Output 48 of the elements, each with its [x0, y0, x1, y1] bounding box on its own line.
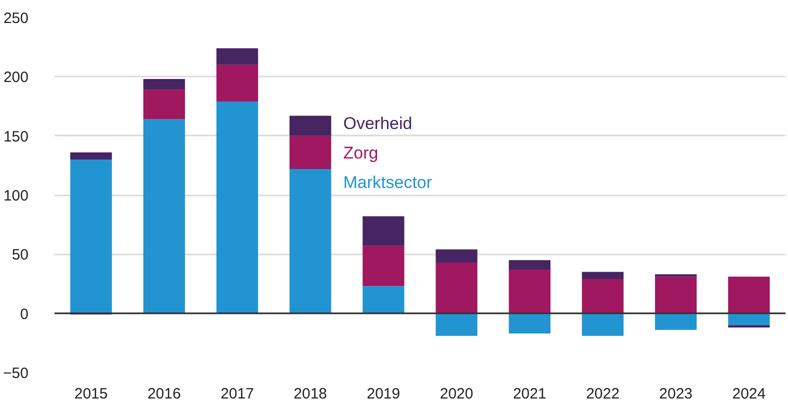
bar: [216, 48, 258, 65]
bar: [728, 313, 770, 326]
bar: [582, 279, 624, 314]
y-tick-label: 250: [3, 10, 29, 27]
x-tick-label: 2024: [732, 386, 766, 401]
bar: [508, 270, 550, 314]
x-tick-label: 2016: [147, 386, 181, 401]
bar: [290, 168, 332, 314]
bar: [582, 313, 624, 336]
x-tick-label: 2023: [659, 386, 693, 401]
y-tick-label: 150: [3, 128, 29, 146]
bar: [436, 249, 478, 262]
series-label: Overheid: [343, 114, 412, 134]
bar: [290, 116, 332, 136]
y-tick-label: −50: [3, 365, 29, 382]
y-tick-label: 200: [3, 69, 29, 86]
bar: [728, 325, 770, 328]
y-tick-label: 50: [12, 246, 29, 264]
bar: [362, 216, 404, 246]
bar: [436, 313, 478, 336]
bar: [508, 260, 550, 270]
bar: [70, 160, 112, 314]
bar: [655, 313, 697, 330]
bar: [216, 64, 258, 102]
x-tick-label: 2015: [74, 386, 108, 401]
bar: [70, 152, 112, 160]
x-tick-label: 2018: [294, 386, 328, 401]
y-tick-label: 0: [20, 306, 28, 323]
x-tick-label: 2020: [440, 386, 474, 401]
bar: [143, 79, 185, 90]
bar: [728, 276, 770, 314]
bar: [362, 246, 404, 286]
series-label: Zorg: [343, 144, 378, 163]
series-label: Marktsector: [343, 173, 432, 192]
bar: [362, 286, 404, 314]
bar: [290, 136, 332, 169]
x-tick-label: 2017: [220, 386, 254, 401]
x-tick-label: 2022: [586, 386, 620, 401]
bar: [655, 276, 697, 314]
bar: [582, 272, 624, 280]
bar: [143, 119, 185, 314]
y-tick-label: 100: [3, 188, 29, 204]
bar: [436, 262, 478, 314]
x-tick-label: 2021: [512, 386, 546, 401]
x-tick-label: 2019: [366, 386, 400, 401]
bar: [216, 102, 258, 314]
bar: [508, 313, 550, 334]
bar: [143, 90, 185, 120]
